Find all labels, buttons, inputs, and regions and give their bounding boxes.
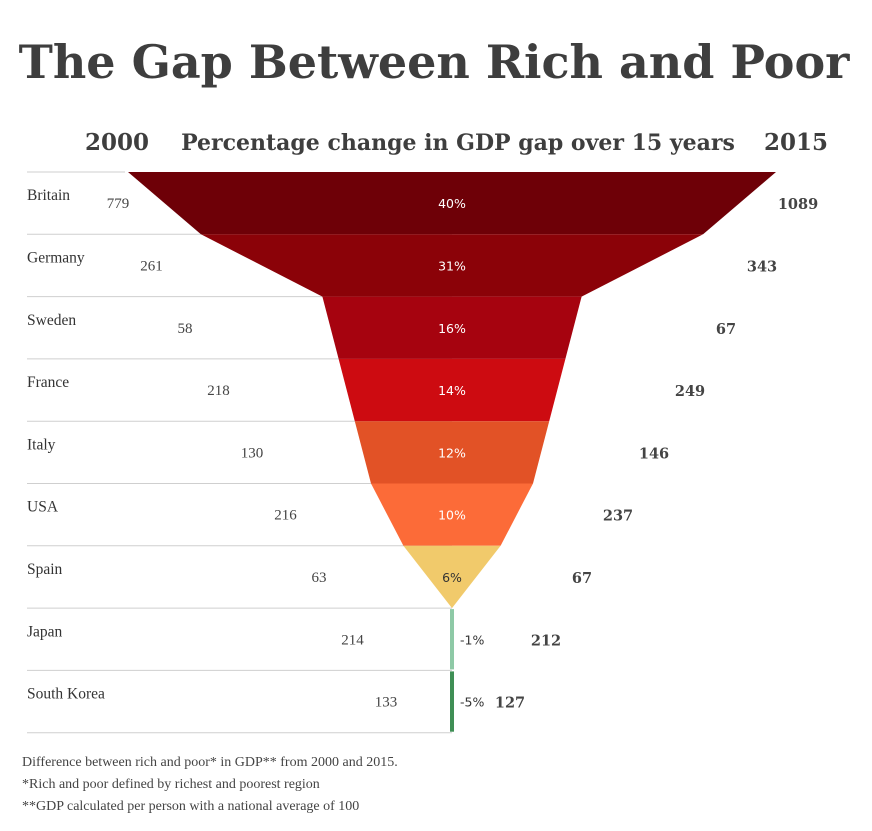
value-2000: 261 [140, 258, 163, 274]
value-2015: 249 [675, 383, 705, 400]
chart-title: The Gap Between Rich and Poor [19, 35, 851, 89]
country-label: Britain [27, 187, 70, 204]
value-2015: 237 [603, 508, 633, 525]
country-label: Spain [27, 561, 63, 578]
footnote-description: Difference between rich and poor* in GDP… [22, 755, 398, 770]
value-2000: 218 [207, 383, 230, 399]
value-2015: 67 [716, 321, 736, 338]
funnel-segment [403, 545, 501, 609]
percent-change-label: -5% [460, 695, 484, 710]
funnel-segment [128, 172, 776, 235]
country-label: Sweden [27, 312, 76, 329]
funnel-segment [338, 358, 566, 422]
country-label: Italy [27, 436, 56, 453]
country-label: France [27, 374, 69, 391]
chart-subtitle: Percentage change in GDP gap over 15 yea… [181, 130, 735, 156]
country-label: Japan [27, 623, 63, 640]
percent-change-label: 10% [438, 508, 466, 523]
value-2015: 343 [747, 258, 777, 275]
value-2000: 58 [178, 321, 193, 337]
funnel-segment [354, 421, 550, 484]
percent-change-label: -1% [460, 632, 484, 647]
funnel-segment [371, 483, 533, 546]
value-2015: 146 [639, 445, 669, 462]
percent-change-label: 6% [442, 570, 462, 585]
value-2000: 63 [312, 570, 327, 586]
funnel-segment [450, 609, 454, 670]
percent-change-label: 16% [438, 321, 466, 336]
value-2000: 216 [274, 508, 297, 524]
percent-change-label: 12% [438, 445, 466, 460]
country-label: USA [27, 499, 59, 516]
value-2000: 133 [375, 695, 398, 711]
value-2000: 130 [241, 445, 264, 461]
country-label: Germany [27, 249, 85, 266]
funnel-segment [450, 671, 454, 732]
country-label: South Korea [27, 686, 105, 703]
column-header-2015: 2015 [764, 129, 828, 156]
footnote-rich-poor: *Rich and poor defined by richest and po… [22, 777, 320, 792]
value-2015: 1089 [778, 196, 818, 213]
value-2015: 212 [531, 632, 561, 649]
percent-change-label: 14% [438, 383, 466, 398]
value-2015: 127 [495, 695, 525, 712]
footnote-gdp: **GDP calculated per person with a natio… [22, 799, 360, 814]
funnel-segment [322, 296, 582, 359]
percent-change-label: 31% [438, 258, 466, 273]
footnotes: Difference between rich and poor* in GDP… [22, 752, 622, 818]
funnel-segment [200, 234, 704, 297]
percent-change-label: 40% [438, 196, 466, 211]
column-header-2000: 2000 [85, 129, 149, 156]
value-2015: 67 [572, 570, 592, 587]
value-2000: 214 [341, 632, 364, 648]
funnel-rows: Britain 779 1089 40% Germany 261 343 31% Sweden 5… [27, 171, 818, 734]
value-2000: 779 [107, 196, 130, 212]
